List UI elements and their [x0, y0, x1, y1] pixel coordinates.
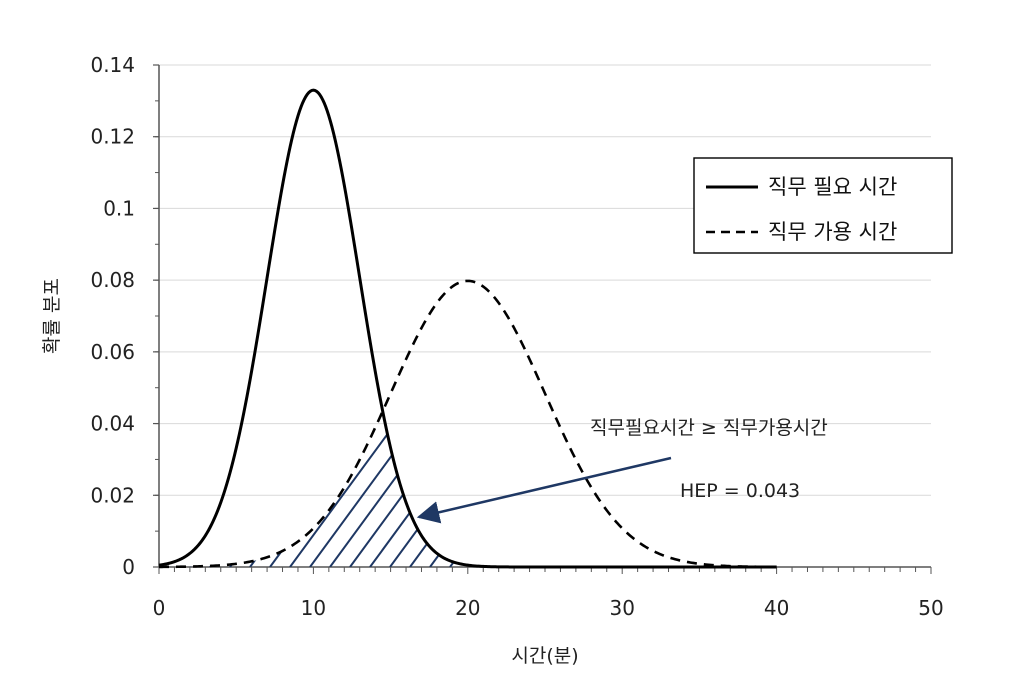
legend-label-required-time: 직무 필요 시간	[768, 175, 897, 199]
annotation-arrow	[416, 456, 672, 524]
y-tick-label: 0.14	[90, 53, 135, 77]
legend-label-available-time: 직무 가용 시간	[768, 220, 897, 244]
y-tick-label: 0.1	[103, 196, 135, 220]
series-line-required-time	[158, 88, 777, 569]
y-tick-label: 0.06	[90, 340, 135, 364]
legend: 직무 필요 시간 직무 가용 시간	[693, 157, 953, 254]
x-tick-labels: 0 10 20 30 40 50	[153, 596, 944, 620]
gridlines	[153, 64, 931, 568]
x-tick-label: 0	[153, 596, 166, 620]
series-line-available-time	[159, 279, 777, 569]
y-tick-label: 0	[122, 555, 135, 579]
hatch-line	[309, 412, 531, 567]
annotation-hep: HEP = 0.043	[680, 480, 800, 502]
x-axis-title: 시간(분)	[511, 645, 578, 667]
legend-box	[693, 157, 953, 254]
annotation-condition: 직무필요시간 ≥ 직무가용시간	[590, 417, 828, 439]
hatch-line	[159, 412, 371, 567]
hatch-line	[389, 412, 611, 567]
x-tick-label: 30	[609, 596, 634, 620]
hatch-line	[289, 412, 511, 567]
hatch-line	[249, 412, 471, 567]
minor-ticks	[155, 64, 932, 574]
y-tick-label: 0.04	[90, 412, 135, 436]
hatch-line	[369, 412, 591, 567]
hatch-line	[329, 412, 551, 567]
y-tick-label: 0.08	[90, 268, 135, 292]
x-tick-label: 10	[301, 596, 326, 620]
hatch-line	[189, 412, 411, 567]
y-tick-label: 0.02	[90, 483, 135, 507]
y-axis-title: 확률 분포	[41, 278, 63, 354]
hatch-line	[169, 412, 391, 567]
y-tick-label: 0.12	[90, 125, 135, 149]
x-tick-label: 50	[918, 596, 943, 620]
x-tick-label: 40	[764, 596, 789, 620]
x-tick-label: 20	[455, 596, 480, 620]
y-tick-labels: 0 0.02 0.04 0.06 0.08 0.1 0.12 0.14	[90, 53, 135, 579]
